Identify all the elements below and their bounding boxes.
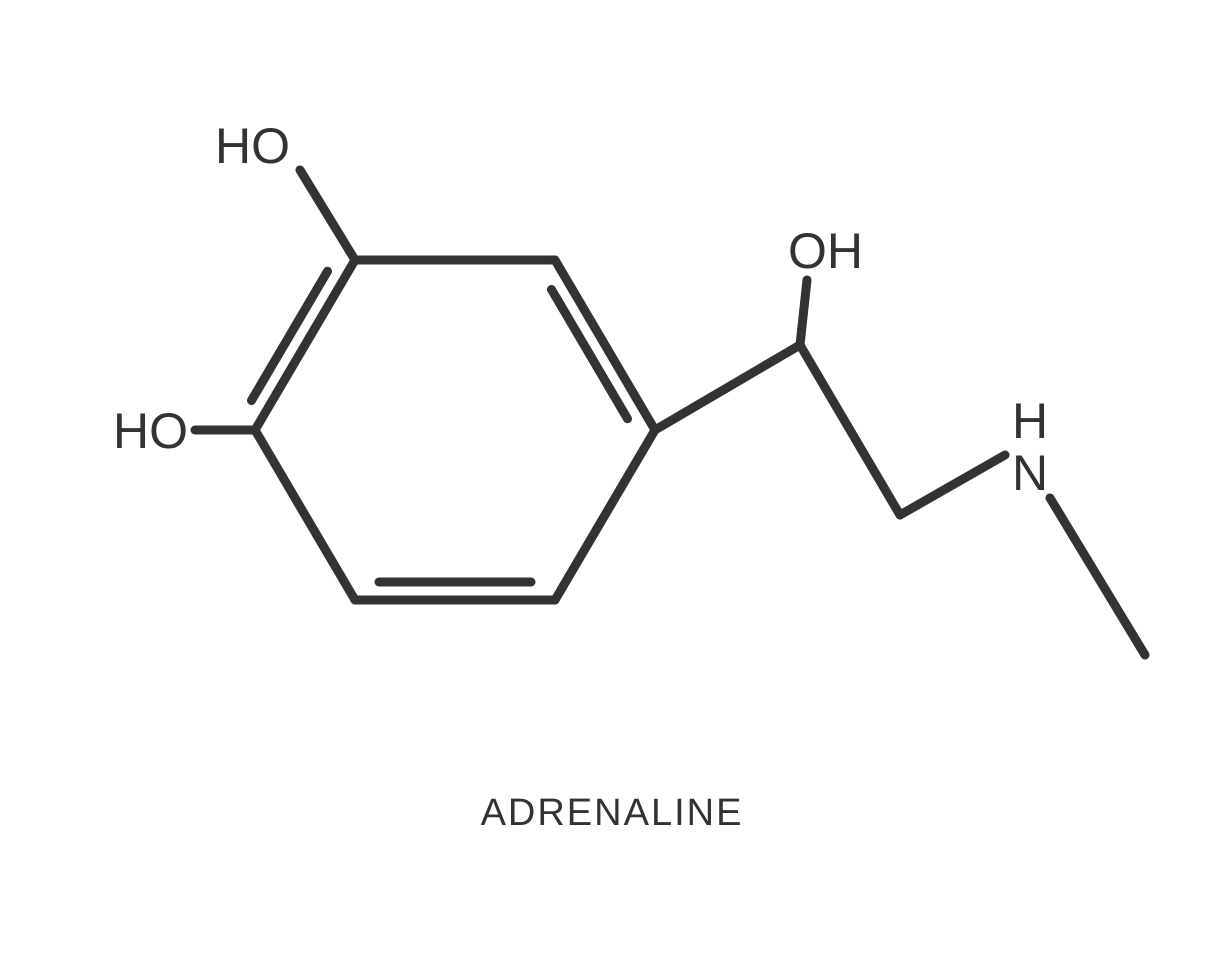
bond-ring-top-right	[551, 260, 655, 430]
bond-calpha-to-n	[900, 455, 1005, 515]
bond-ring-bottom-left	[255, 430, 355, 600]
bonds-layer	[195, 170, 1145, 655]
chemical-structure-diagram: HO HO OH NH ADRENALINE	[0, 0, 1225, 980]
bond-ring-bottom-right	[555, 430, 655, 600]
bond-c3-to-oh-upper	[300, 170, 355, 260]
bond-ring-bottom	[355, 582, 555, 600]
bond-ring-top-left	[251, 260, 355, 430]
bond-n-to-ch3	[1050, 498, 1145, 655]
atom-label-oh-meta: HO	[215, 118, 290, 174]
bond-cbeta-to-oh	[800, 280, 807, 345]
atom-label-oh-para: HO	[113, 403, 188, 459]
atom-label-oh-beta: OH	[788, 223, 863, 279]
atom-label-nh-h: H	[1012, 393, 1048, 449]
bond-cbeta-to-calpha	[800, 345, 900, 515]
bond-c1-to-cbeta	[655, 345, 800, 430]
atom-label-nh-n: N	[1012, 445, 1048, 501]
molecule-caption: ADRENALINE	[481, 792, 744, 834]
